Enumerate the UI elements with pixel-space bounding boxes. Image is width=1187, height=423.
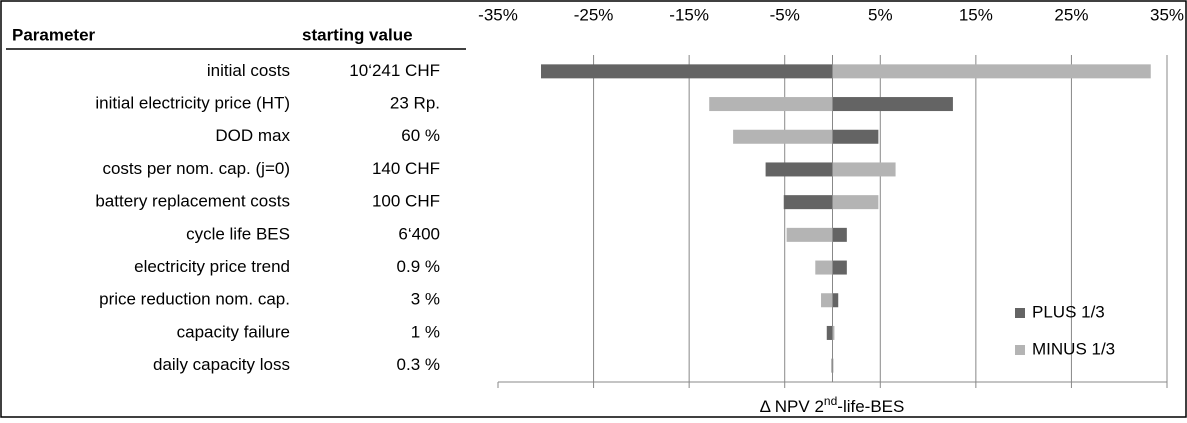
bar	[831, 358, 833, 373]
bar	[832, 64, 1151, 79]
starting-value: 6‘400	[398, 224, 440, 243]
x-label-part: -life-BES	[837, 397, 904, 416]
starting-value: 1 %	[411, 322, 440, 341]
bar	[709, 97, 833, 112]
x-tick-label: -5%	[770, 5, 800, 24]
starting-value: 3 %	[411, 290, 440, 309]
parameter-label: DOD max	[215, 126, 290, 145]
starting-value: 60 %	[401, 126, 440, 145]
x-tick-label: -15%	[669, 5, 709, 24]
legend-swatch	[1015, 308, 1025, 318]
bar	[832, 129, 879, 144]
bar	[786, 227, 833, 242]
x-axis-label: Δ NPV 2nd-life-BES	[760, 394, 905, 416]
bar	[815, 260, 833, 275]
bar	[832, 260, 847, 275]
header-parameter: Parameter	[12, 25, 96, 44]
parameter-label: initial costs	[207, 61, 290, 80]
legend-label: MINUS 1/3	[1032, 339, 1115, 358]
x-tick-label: 25%	[1054, 5, 1088, 24]
x-tick-label: 35%	[1150, 5, 1184, 24]
starting-value: 23 Rp.	[390, 94, 440, 113]
parameter-label: initial electricity price (HT)	[95, 94, 290, 113]
parameter-label: electricity price trend	[134, 257, 290, 276]
parameter-label: price reduction nom. cap.	[99, 290, 290, 309]
parameter-label: daily capacity loss	[153, 355, 290, 374]
starting-value: 100 CHF	[372, 192, 440, 211]
bar	[832, 162, 896, 177]
bar	[733, 129, 833, 144]
x-tick-label: 5%	[868, 5, 893, 24]
parameter-label: capacity failure	[177, 322, 290, 341]
x-label-part: Δ NPV 2	[760, 397, 824, 416]
bar	[821, 293, 833, 308]
bar	[832, 293, 839, 308]
bar	[832, 358, 834, 373]
bar	[765, 162, 833, 177]
x-tick-label: 15%	[959, 5, 993, 24]
starting-value: 10‘241 CHF	[349, 61, 440, 80]
bar	[826, 325, 833, 340]
x-tick-label: -35%	[478, 5, 518, 24]
bar	[832, 325, 835, 340]
parameter-label: battery replacement costs	[95, 192, 290, 211]
bar	[832, 97, 953, 112]
starting-value: 0.9 %	[397, 257, 440, 276]
bar	[832, 227, 847, 242]
bar	[541, 64, 833, 79]
starting-value: 0.3 %	[397, 355, 440, 374]
parameter-label: costs per nom. cap. (j=0)	[102, 159, 290, 178]
legend-label: PLUS 1/3	[1032, 302, 1105, 321]
x-label-sup: nd	[824, 394, 837, 408]
legend-swatch	[1015, 345, 1025, 355]
header-starting-value: starting value	[302, 25, 413, 44]
bar	[832, 195, 879, 210]
bar	[783, 195, 833, 210]
starting-value: 140 CHF	[372, 159, 440, 178]
parameter-label: cycle life BES	[186, 224, 290, 243]
x-tick-label: -25%	[574, 5, 614, 24]
